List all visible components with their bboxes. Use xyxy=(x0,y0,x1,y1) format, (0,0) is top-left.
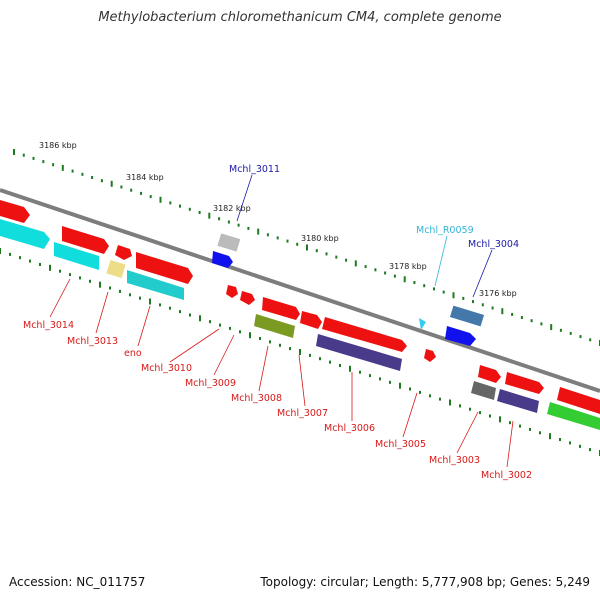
map-title: Methylobacterium chloromethanicum CM4, c… xyxy=(98,10,502,25)
gene-arrow[interactable] xyxy=(54,242,99,270)
scale-label: 3176 kbp xyxy=(479,289,517,298)
gene-label: Mchl_3010 xyxy=(141,363,192,374)
gene-arrow[interactable] xyxy=(547,402,600,430)
leader-line xyxy=(402,392,418,438)
gene-arrow[interactable] xyxy=(497,389,539,413)
gene-arrow[interactable] xyxy=(136,252,193,284)
leader-line xyxy=(258,345,269,392)
leader-line xyxy=(95,291,109,334)
gene-arrow[interactable] xyxy=(62,226,109,254)
scale-label: 3184 kbp xyxy=(126,173,164,182)
gene-label: Mchl_3009 xyxy=(185,378,236,389)
leader-line xyxy=(506,420,514,468)
scale-dots-outer xyxy=(13,149,600,346)
leader-line xyxy=(236,174,253,222)
leader-line xyxy=(169,328,220,363)
gene-arrow[interactable] xyxy=(478,365,501,383)
gene-arrow[interactable] xyxy=(115,245,132,260)
leader-line xyxy=(213,334,235,376)
gene-arrow[interactable] xyxy=(212,251,233,268)
gene-label: Mchl_3011 xyxy=(229,164,280,175)
scale-label: 3178 kbp xyxy=(389,262,427,271)
gene-arrow[interactable] xyxy=(127,270,184,300)
gene-label: Mchl_3008 xyxy=(231,393,282,404)
gene-label: Mchl_R0059 xyxy=(416,225,474,236)
gene-arrow[interactable] xyxy=(0,219,50,249)
leader-line xyxy=(472,249,493,298)
gene-arrow[interactable] xyxy=(0,200,30,223)
gene-arrow[interactable] xyxy=(322,317,407,352)
scale-label: 3182 kbp xyxy=(213,204,251,213)
gene-label: Mchl_3005 xyxy=(375,439,426,450)
gene-label: eno xyxy=(124,348,142,359)
gene-arrow[interactable] xyxy=(419,318,426,330)
scale-label: 3186 kbp xyxy=(39,141,77,150)
gene-arrow[interactable] xyxy=(254,314,295,338)
gene-arrow[interactable] xyxy=(240,291,255,305)
leader-line xyxy=(434,235,448,287)
gene-label: Mchl_3013 xyxy=(67,336,118,347)
gene-arrow[interactable] xyxy=(226,285,238,298)
gene-arrow[interactable] xyxy=(557,387,600,414)
gene-features xyxy=(0,200,600,430)
leader-line xyxy=(298,354,306,407)
gene-label: Mchl_3007 xyxy=(277,408,328,419)
accession-text: Accession: NC_011757 xyxy=(9,575,146,589)
gene-label: Mchl_3002 xyxy=(481,470,532,481)
leader-line xyxy=(137,305,151,347)
scale-label: 3180 kbp xyxy=(301,234,339,243)
gene-arrow[interactable] xyxy=(445,326,476,346)
gene-box[interactable] xyxy=(217,233,241,252)
gene-arrow[interactable] xyxy=(471,381,496,400)
gene-arrow[interactable] xyxy=(424,349,436,362)
gene-arrow[interactable] xyxy=(316,334,402,371)
gene-arrow[interactable] xyxy=(300,311,322,329)
gene-box[interactable] xyxy=(449,305,485,327)
gene-label: Mchl_3006 xyxy=(324,423,375,434)
scale-dots-inner xyxy=(0,248,600,456)
leader-line xyxy=(456,411,479,454)
gene-label: Mchl_3014 xyxy=(23,320,74,331)
genome-info-text: Topology: circular; Length: 5,777,908 bp… xyxy=(260,575,590,589)
gene-arrow[interactable] xyxy=(262,297,300,320)
leader-line xyxy=(49,278,71,318)
leader-lines xyxy=(49,174,514,468)
gene-label: Mchl_3003 xyxy=(429,455,480,466)
gene-box[interactable] xyxy=(106,259,126,279)
gene-arrow[interactable] xyxy=(505,372,544,394)
genome-backbone xyxy=(0,188,600,393)
gene-label: Mchl_3004 xyxy=(468,239,519,250)
